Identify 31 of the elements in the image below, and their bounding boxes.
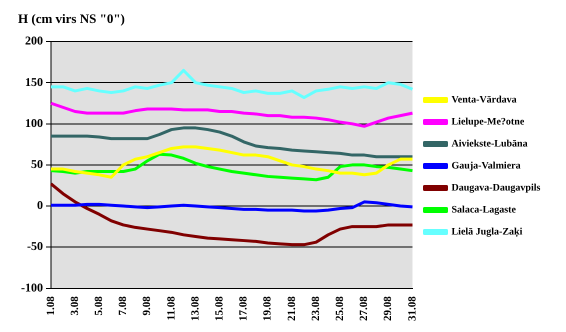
x-tick-label: 23.08	[310, 296, 322, 321]
x-tick-label: 21.08	[286, 296, 298, 321]
x-tick-label: 17.08	[238, 296, 250, 321]
x-tick-label: 25.08	[334, 296, 346, 321]
x-tick-label: 11.08	[165, 296, 178, 320]
x-tick-label: 19.08	[262, 296, 274, 321]
y-tick-label: -50	[26, 239, 43, 254]
legend-label: Aiviekste-Lubāna	[452, 138, 528, 150]
y-tick-label: 0	[36, 198, 43, 212]
y-tick-label: 150	[24, 74, 43, 89]
chart-title: H (cm virs NS "0")	[18, 11, 125, 26]
x-tick-label: 9.08	[141, 296, 154, 316]
legend-label: Lielupe-Me?otne	[452, 116, 525, 128]
x-tick-label: 15.08	[214, 296, 226, 321]
legend-label: Gauja-Valmiera	[452, 160, 521, 172]
legend-label: Venta-Vārdava	[452, 94, 517, 106]
x-tick-label: 5.08	[93, 296, 106, 316]
y-tick-label: 200	[24, 34, 43, 48]
y-tick-label: 50	[30, 157, 43, 172]
x-tick-label: 7.08	[117, 296, 130, 316]
x-tick-label: 29.08	[382, 296, 394, 321]
x-tick-label: 1.08	[44, 296, 57, 316]
x-tick-label: 27.08	[358, 296, 370, 321]
y-tick-label: 100	[24, 116, 43, 130]
x-tick-label: 3.08	[68, 296, 81, 316]
legend-label: Salaca-Lagaste	[452, 204, 516, 216]
x-tick-label: 13.08	[189, 296, 202, 321]
legend-label: Daugava-Daugavpils	[452, 182, 541, 194]
y-tick-label: -100	[20, 280, 43, 294]
x-tick-label: 31.08	[406, 296, 418, 321]
legend-label: Lielā Jugla-Zaķi	[452, 226, 523, 238]
